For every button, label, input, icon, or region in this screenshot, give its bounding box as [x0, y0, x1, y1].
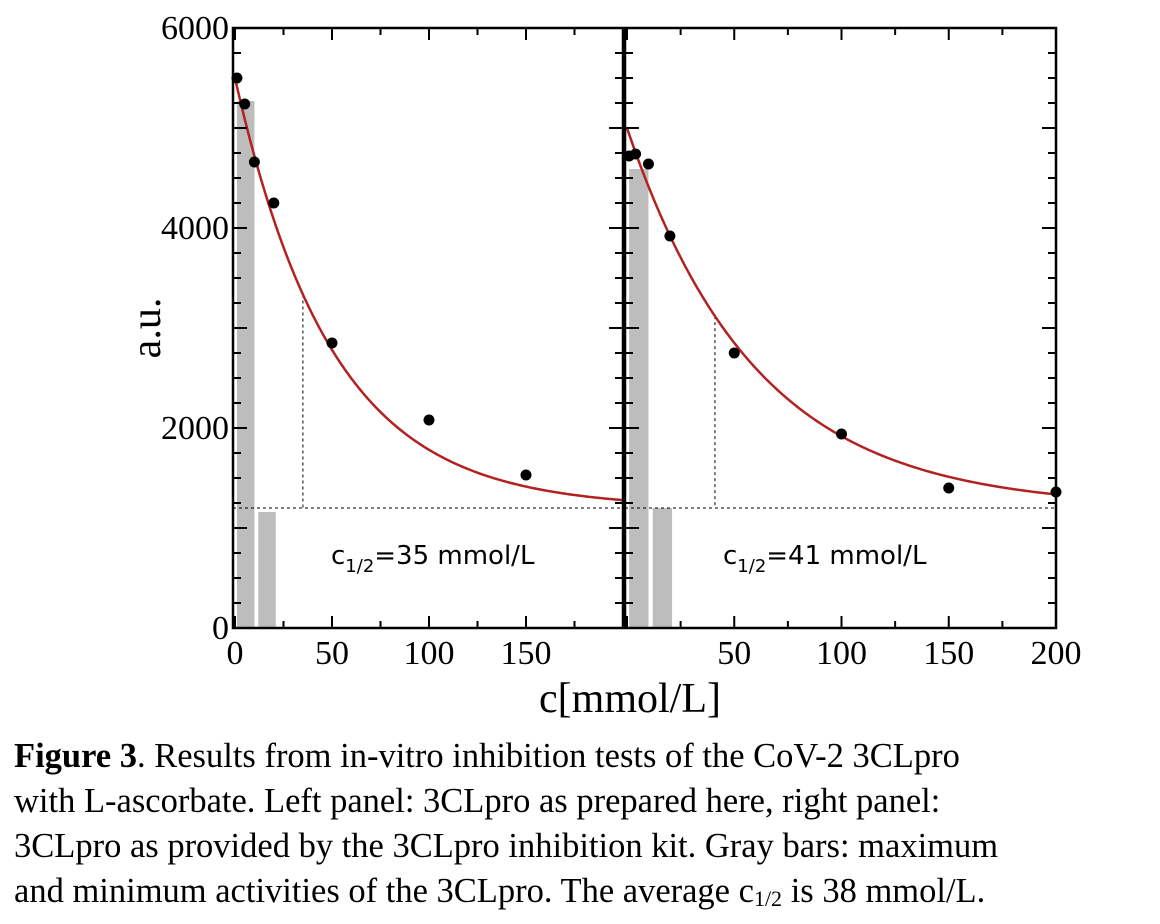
annotation-base: c: [331, 541, 345, 571]
x-tick-label: 50: [717, 635, 751, 672]
caption-line-3: 3CLpro as provided by the 3CLpro inhibit…: [14, 827, 999, 865]
caption-line-4-pre: and minimum activities of the 3CLpro. Th…: [14, 872, 754, 910]
caption-line-2: with L-ascorbate. Left panel: 3CLpro as …: [14, 782, 941, 820]
caption-figure-label: Figure 3: [14, 737, 137, 775]
x-tick-label: 100: [404, 635, 455, 672]
data-point: [836, 428, 847, 440]
data-point: [248, 156, 260, 168]
data-point: [520, 469, 532, 481]
y-tick-label: 2000: [161, 410, 229, 447]
data-point: [728, 347, 740, 359]
annotation-value: =41 mmol/L: [766, 541, 927, 571]
annotation-base: c: [723, 541, 737, 571]
x-axis-label: c[mmol/L]: [539, 676, 721, 722]
x-tick-label: 50: [315, 635, 349, 672]
fit-curve: [233, 77, 624, 502]
data-point: [642, 158, 654, 170]
x-tick-label: 100: [816, 635, 867, 672]
caption-line-4: and minimum activities of the 3CLpro. Th…: [14, 869, 1154, 914]
max-activity-bar: [236, 101, 255, 628]
data-point: [423, 414, 435, 426]
plot-frame: [623, 26, 1058, 630]
y-axis-label: a.u.: [124, 298, 170, 359]
plot-frame: [231, 26, 625, 630]
caption-line-4-sub: 1/2: [753, 886, 783, 911]
y-tick-label: 0: [212, 610, 229, 647]
min-activity-bar: [652, 508, 673, 628]
annotation-subscript: 1/2: [345, 556, 374, 577]
x-tick-label: 0: [227, 635, 244, 672]
y-tick-label: 6000: [161, 10, 229, 47]
figure-caption: Figure 3. Results from in-vitro inhibiti…: [14, 734, 1154, 914]
right-panel: 50 100 150 200 c1/2=41 mmol/L: [623, 26, 1082, 672]
y-tick-label: 4000: [161, 210, 229, 247]
caption-line-4-post: is 38 mmol/L.: [782, 872, 986, 910]
caption-line-1-text: . Results from in-vitro inhibition tests…: [136, 737, 960, 775]
data-point: [268, 197, 280, 209]
caption-line-1: Figure 3. Results from in-vitro inhibiti…: [14, 734, 1154, 779]
c-half-annotation: c1/2=41 mmol/L: [723, 541, 927, 577]
annotation-value: =35 mmol/L: [374, 541, 535, 571]
max-activity-bar: [629, 169, 649, 628]
data-point: [664, 230, 676, 242]
data-point: [630, 148, 642, 160]
data-point: [239, 98, 251, 110]
x-tick-label: 200: [1031, 635, 1082, 672]
left-panel: 0 50 100 150 0 2000 4000 6000 c1/2=35 mmol/L: [161, 10, 625, 672]
c-half-annotation: c1/2=35 mmol/L: [331, 541, 535, 577]
data-point: [326, 337, 338, 349]
annotation-subscript: 1/2: [737, 556, 766, 577]
x-tick-label: 150: [501, 635, 552, 672]
x-tick-label: 150: [923, 635, 974, 672]
min-activity-bar: [258, 512, 276, 628]
data-point: [943, 482, 955, 494]
